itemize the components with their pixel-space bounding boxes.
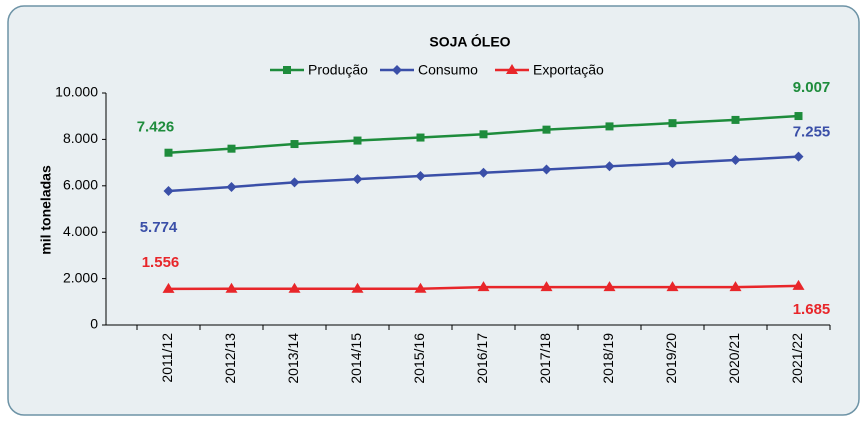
point [668, 119, 677, 128]
point [605, 122, 614, 131]
point [352, 174, 363, 185]
x-tick-label: 2015/16 [411, 333, 427, 384]
legend-label: Produção [308, 62, 368, 78]
point [667, 158, 678, 169]
panel [7, 5, 860, 416]
value-label: 1.556 [142, 254, 180, 271]
value-label: 7.426 [137, 119, 175, 136]
point [478, 167, 489, 178]
x-tick-label: 2021/22 [789, 333, 805, 384]
y-tick-label: 6.000 [63, 177, 98, 193]
point [415, 171, 426, 182]
point [541, 164, 552, 175]
point [729, 281, 742, 292]
y-tick-label: 8.000 [63, 130, 98, 146]
x-tick-label: 2013/14 [285, 333, 301, 384]
legend-label: Consumo [418, 62, 478, 78]
legend-marker [392, 65, 402, 75]
point [730, 155, 741, 166]
point [603, 281, 616, 292]
point [225, 282, 238, 293]
y-tick-label: 0 [90, 316, 98, 332]
y-axis-label: mil toneladas [38, 165, 54, 255]
point [288, 282, 301, 293]
x-tick-label: 2017/18 [537, 333, 553, 384]
point [477, 281, 490, 292]
point [604, 161, 615, 172]
point [289, 177, 300, 188]
chart-title: SOJA ÓLEO [429, 33, 510, 50]
y-tick-label: 4.000 [63, 223, 98, 239]
value-label: 1.685 [793, 301, 831, 318]
x-tick-label: 2011/12 [159, 333, 175, 383]
y-tick-label: 10.000 [55, 84, 98, 100]
point [226, 181, 237, 192]
point [666, 281, 679, 292]
value-label: 5.774 [140, 219, 178, 236]
x-tick-label: 2019/20 [663, 333, 679, 384]
x-tick-label: 2018/19 [600, 333, 616, 384]
point [416, 133, 425, 142]
point [353, 136, 362, 145]
point [414, 282, 427, 293]
point [479, 130, 488, 139]
x-tick-label: 2014/15 [348, 333, 364, 384]
legend-marker [283, 66, 291, 74]
x-tick-label: 2016/17 [474, 333, 490, 384]
point [227, 144, 236, 153]
x-tick-label: 2012/13 [222, 333, 238, 384]
y-tick-label: 2.000 [63, 269, 98, 285]
point [731, 115, 740, 124]
point [540, 281, 553, 292]
legend-marker [506, 64, 518, 74]
point [542, 125, 551, 134]
point [792, 279, 805, 290]
point [162, 282, 175, 293]
point [163, 186, 174, 197]
point [351, 282, 364, 293]
value-label: 9.007 [793, 79, 831, 96]
value-label: 7.255 [793, 124, 831, 141]
point [793, 151, 804, 162]
point [164, 148, 173, 157]
x-tick-label: 2020/21 [726, 333, 742, 384]
point [794, 112, 803, 121]
point [290, 140, 299, 149]
legend-label: Exportação [533, 62, 604, 78]
